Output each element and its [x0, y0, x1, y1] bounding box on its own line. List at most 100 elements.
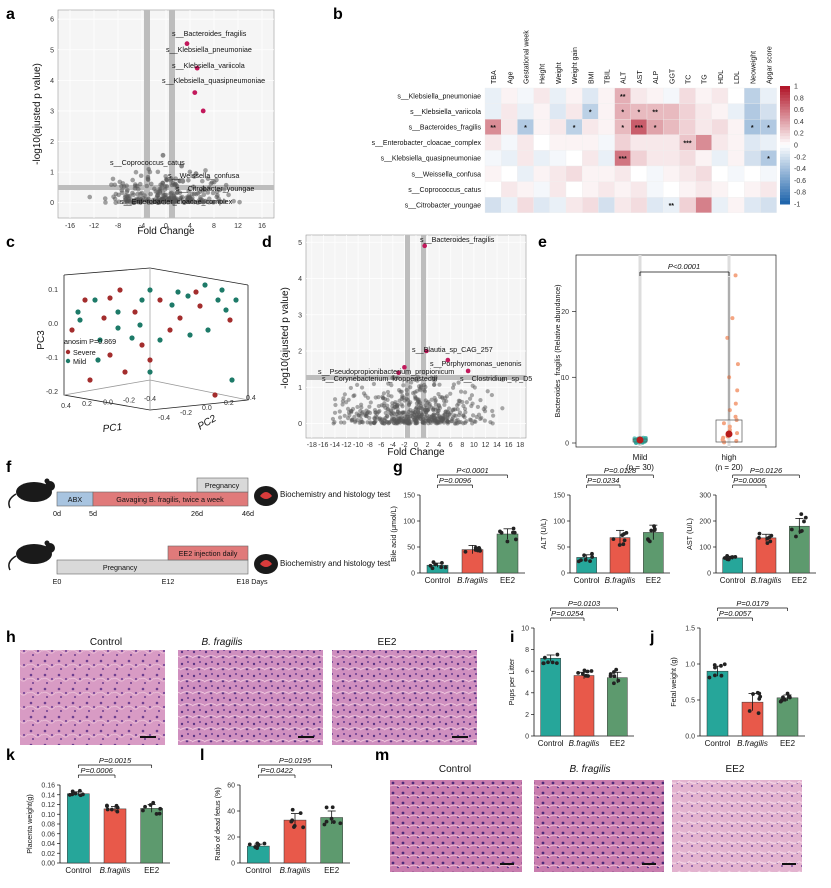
panel-d-point: [446, 406, 452, 411]
panel-d-point: [431, 382, 437, 387]
panel-b-cell: [501, 150, 518, 167]
panel-l-bar-chart: 0 20 40 60 Ratio of dead fetus (%) Control B.f…: [213, 756, 350, 875]
panel-d-point: [434, 419, 440, 424]
panel-b-scale-segment: [780, 112, 790, 116]
panel-b-star: *: [638, 109, 641, 116]
panel-e-ytick: 20: [561, 309, 569, 316]
panel-a-point: [181, 199, 187, 204]
panel-l-dot: [247, 842, 252, 847]
panel-b-cell: [582, 197, 599, 213]
panel-d-xtick: -6: [378, 442, 384, 449]
panel-b-cell: [711, 165, 729, 182]
panel-k-ytick: 0.16: [41, 783, 55, 790]
panel-d-point: [418, 416, 423, 422]
panel-f-ee2-block: [167, 545, 249, 561]
panel-a-ytick: 2: [50, 139, 54, 146]
panel-c-legend-severe-marker: [65, 349, 71, 355]
panel-g-alt-dot: [617, 543, 622, 547]
panel-b-row-label: s__Citrobacter_youngae: [405, 203, 481, 210]
panel-g-alt-ytick: 50: [557, 545, 565, 552]
panel-c-point-severe: [117, 287, 123, 293]
panel-d-point: [364, 413, 369, 419]
panel-j-bar: [706, 670, 729, 737]
panel-b-cell: [565, 87, 583, 104]
panel-a-sig-point: [194, 65, 200, 71]
panel-b-cell: [727, 197, 745, 213]
panel-j-dot: [719, 673, 724, 678]
panel-b-scale-tick: -0.2: [794, 154, 806, 161]
panel-g-ast-category: B.fragilis: [751, 576, 782, 585]
panel-a-point: [162, 195, 168, 200]
panel-b-cell: [679, 119, 696, 135]
panel-d-point: [391, 374, 396, 380]
panel-l-category: Control: [245, 866, 271, 875]
panel-d-point: [398, 416, 404, 421]
panel-l-dot: [301, 825, 306, 830]
panel-g-ast-dot: [769, 533, 774, 538]
panel-b-scale-segment: [780, 192, 790, 196]
panel-c-point-severe: [212, 392, 218, 398]
panel-d-point: [381, 403, 386, 408]
panel-b-cell: [501, 103, 518, 120]
panel-b-row-label: s__Klebsiella_quasipneumoniae: [381, 156, 482, 163]
panel-b-cell: [695, 165, 712, 182]
panel-b-cell: [646, 197, 664, 213]
panel-b-cell: [517, 197, 534, 213]
panel-b-cell: [598, 181, 615, 198]
panel-b-cell: [711, 197, 729, 213]
panel-i-dot: [611, 681, 616, 686]
panel-d-point: [368, 420, 373, 425]
panel-d-point: [378, 417, 383, 423]
panel-b-scale-segment: [780, 156, 790, 161]
panel-b-scale-segment: [780, 118, 790, 122]
panel-g-alt-dot: [590, 555, 595, 559]
panel-a-point: [164, 177, 170, 182]
panel-d-point: [445, 415, 450, 420]
panel-a-threshold-band-right: [169, 10, 175, 218]
panel-a-point: [102, 196, 108, 201]
panel-a-point: [216, 199, 222, 204]
panel-d-point: [400, 410, 406, 415]
panel-d-point: [402, 414, 407, 419]
panel-e-group-mild: Mild: [633, 453, 648, 462]
panel-c-x1tick: 0.2: [82, 401, 92, 408]
mouse-icon: [8, 478, 55, 509]
panel-c-ytick: -0.1: [46, 355, 58, 362]
panel-k-dot: [73, 791, 78, 796]
panel-b-column-label: ALT: [621, 71, 628, 84]
panel-a-label: s__Coprococcus_catus: [110, 158, 185, 167]
panel-g-alt-dot: [624, 531, 629, 535]
panel-b-cell: [582, 150, 599, 167]
panel-g-ast-pvalue-2: P=0.0126: [750, 466, 783, 475]
panel-d-point: [411, 409, 416, 414]
panel-d-point: [352, 414, 357, 420]
panel-c-point-mild: [202, 282, 208, 288]
panel-i-bar: [607, 677, 628, 737]
panel-a-sig-point: [193, 171, 199, 177]
panel-b-scale-segment: [780, 195, 790, 199]
panel-g-alt-pvalue-2: P=0.0128: [604, 466, 637, 475]
panel-d-point: [340, 402, 345, 407]
panel-d-point: [393, 414, 398, 420]
panel-g-ast-category: EE2: [792, 576, 808, 585]
panel-c-ytick: -0.2: [46, 389, 58, 396]
panel-b-cell: [711, 134, 729, 151]
panel-c-point-mild: [129, 335, 135, 341]
panel-a-point: [103, 200, 108, 205]
panel-d-point: [433, 398, 438, 403]
panel-d-point: [445, 421, 450, 426]
panel-d-label: s__Clostridium_sp_D5: [460, 374, 532, 383]
panel-b-cell: [727, 119, 745, 135]
panel-d-point: [458, 420, 463, 425]
panel-d-point: [478, 397, 483, 403]
panel-d-point: [418, 388, 423, 393]
panel-d-point: [367, 404, 372, 409]
panel-b-scale-segment: [780, 115, 790, 119]
panel-a-label: s__Klebsiella_quasipneumoniae: [162, 76, 265, 85]
panel-d-ytick: 3: [298, 312, 302, 319]
panel-e-point-mild: [643, 436, 648, 441]
panel-d-point: [392, 404, 397, 410]
panel-d-point: [456, 380, 461, 385]
panel-d-point: [449, 418, 455, 423]
panel-m-image-bfragilis: [534, 780, 664, 872]
